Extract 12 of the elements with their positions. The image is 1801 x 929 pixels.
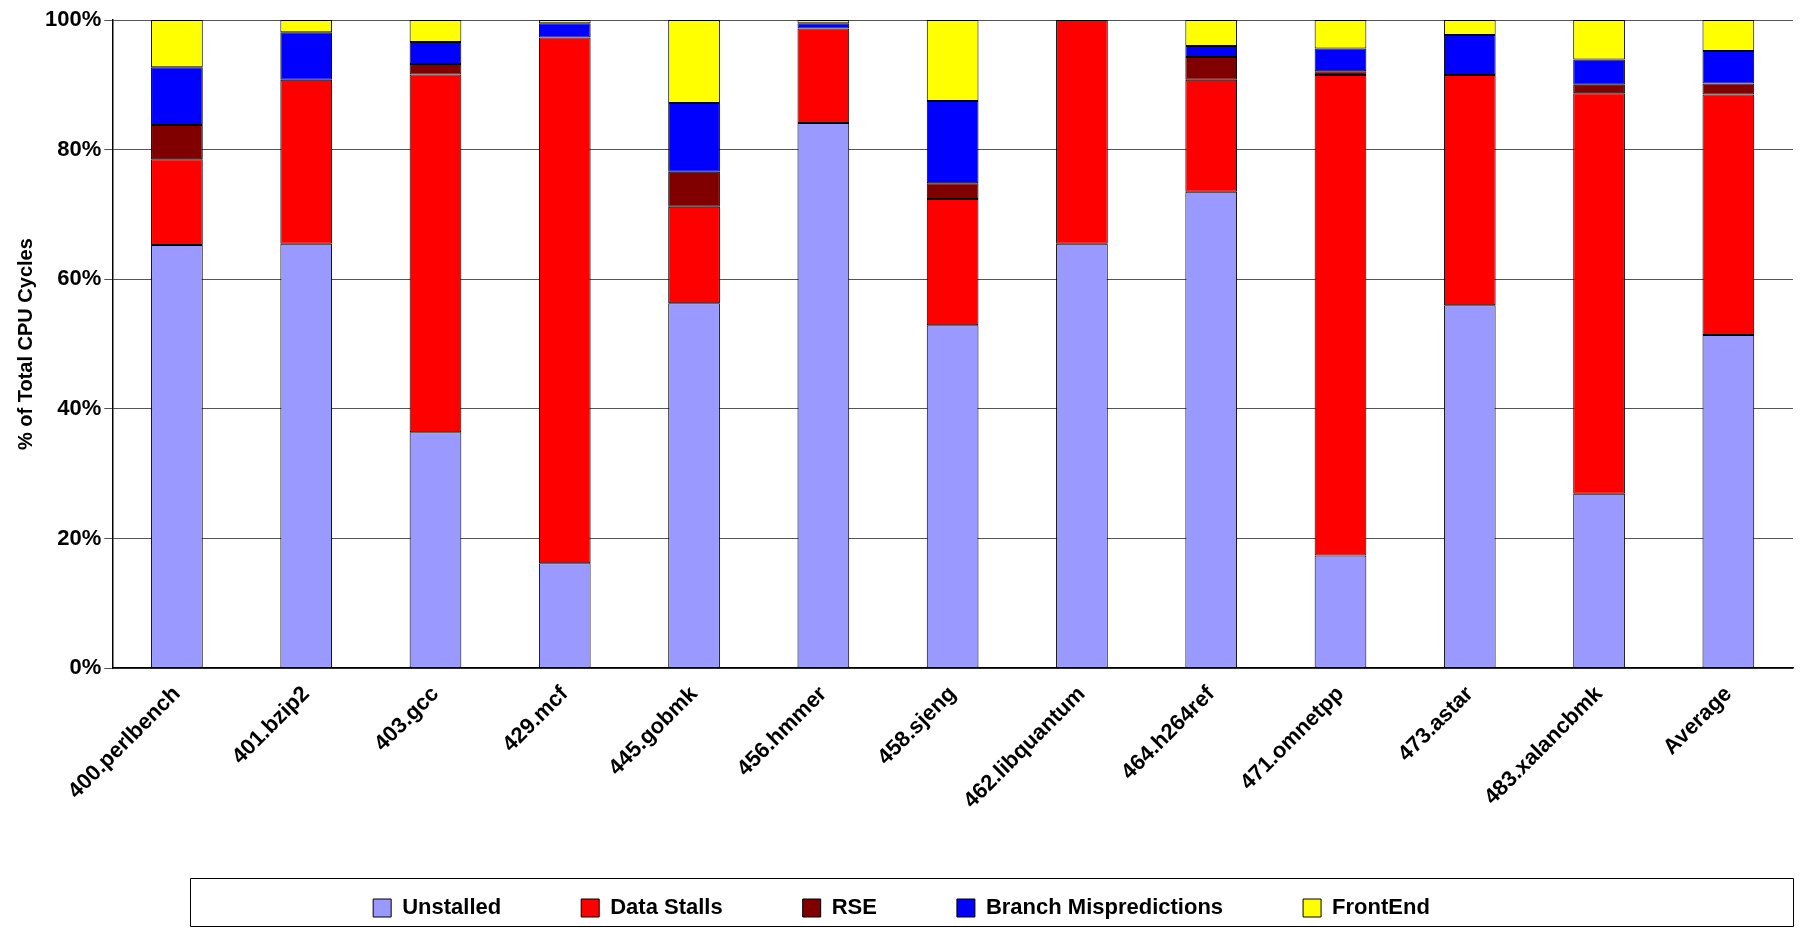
y-tick-label: 20% — [57, 524, 102, 550]
legend-label: Unstalled — [402, 894, 502, 920]
legend-label: FrontEnd — [1332, 894, 1430, 920]
y-tick-label: 0% — [69, 654, 102, 680]
y-tick-label: 80% — [57, 135, 102, 161]
y-axis-title: % of Total CPU Cycles — [13, 238, 36, 451]
y-tick-label: 60% — [57, 265, 102, 291]
legend-label: RSE — [831, 894, 877, 920]
legend-label: Branch Mispredictions — [985, 894, 1224, 920]
y-tick-label: 100% — [44, 6, 102, 32]
legend-label: Data Stalls — [610, 894, 723, 920]
y-tick-label: 40% — [57, 395, 102, 420]
